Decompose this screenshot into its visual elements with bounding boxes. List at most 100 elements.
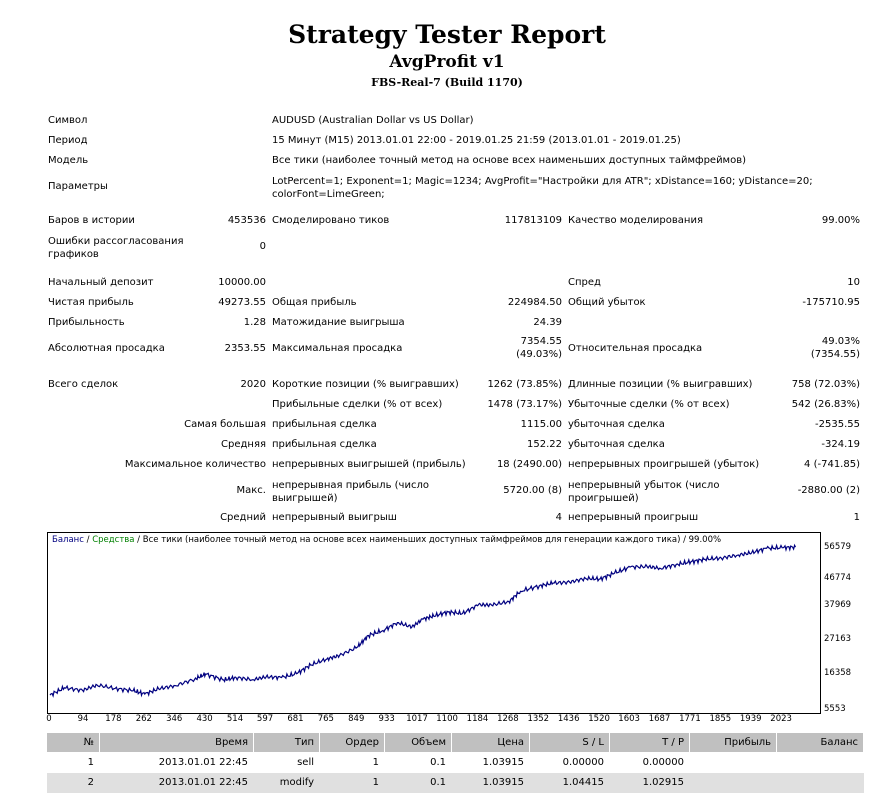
cons-wins-label: непрерывных выигрышей (прибыль) [272, 459, 466, 470]
legend-separator: / [83, 535, 93, 545]
table-header-cell [47, 733, 99, 752]
bars-value: 453536 [227, 215, 266, 226]
table-cell: 0.1 [430, 777, 446, 788]
x-tick-label: 430 [196, 714, 213, 724]
x-tick-label: 1939 [739, 714, 762, 724]
legend-description: / Все тики (наиболее точный метод на осн… [134, 535, 722, 545]
params-label: Параметры [48, 181, 108, 192]
max-label: Макс. [236, 485, 266, 496]
x-tick-label: 933 [378, 714, 395, 724]
x-tick-label: 2023 [770, 714, 792, 724]
table-cell: 0.00000 [642, 757, 684, 768]
chart-legend: Баланс / Средства / Все тики (наиболее т… [52, 535, 721, 545]
x-tick-label: 1520 [588, 714, 610, 724]
symbol-value: AUDUSD (Australian Dollar vs US Dollar) [272, 115, 474, 126]
x-tick-label: 1352 [527, 714, 550, 724]
max-count-label: Максимальное количество [124, 459, 266, 470]
model-value: Все тики (наиболее точный метод на основ… [272, 155, 747, 166]
table-cell: 1.03915 [482, 757, 524, 768]
rel-dd-label: Относительная просадка [568, 343, 703, 354]
y-tick-label: 46774 [824, 572, 852, 583]
avg-win-label: непрерывный выигрыш [272, 512, 397, 523]
max-dd-label: Максимальная просадка [272, 343, 403, 354]
x-tick-label: 849 [348, 714, 365, 724]
table-header-cell [777, 733, 863, 752]
profit-trades-value: 1478 (73.17%) [487, 399, 562, 410]
loss-trades-label: Убыточные сделки (% от всех) [568, 399, 730, 410]
table-header-cell [610, 733, 689, 752]
params-value: LotPercent=1; Exponent=1; Magic=1234; Av… [272, 176, 813, 200]
legend-equity: Средства [92, 535, 135, 545]
table-header-label: Баланс [820, 737, 858, 748]
average-loss-value: -324.19 [821, 439, 860, 450]
average-loss-label: убыточная сделка [568, 439, 665, 450]
model-label: Модель [48, 155, 89, 166]
report-title: Strategy Tester Report [288, 20, 606, 49]
gross-loss-value: -175710.95 [802, 297, 860, 308]
deposit-label: Начальный депозит [48, 277, 154, 288]
max-dd-value: 7354.55 [520, 336, 562, 347]
table-header-label: Тип [294, 737, 314, 748]
cons-profit-value: 5720.00 (8) [503, 485, 562, 496]
short-value: 1262 (73.85%) [487, 379, 562, 390]
x-tick-label: 1436 [557, 714, 580, 724]
cons-loss-value: -2880.00 (2) [797, 485, 860, 496]
bars-label: Баров в истории [48, 215, 135, 226]
table-header-label: Время [215, 737, 248, 748]
average-profit-value: 152.22 [527, 439, 562, 450]
table-header-label: Прибыль [724, 737, 771, 748]
gross-profit-value: 224984.50 [507, 297, 562, 308]
legend-balance: Баланс [52, 535, 84, 545]
quality-label: Качество моделирования [568, 215, 703, 226]
table-cell: modify [279, 777, 314, 788]
x-tick-label: 765 [317, 714, 334, 724]
long-label: Длинные позиции (% выигравших) [568, 379, 753, 390]
avg-loss-label: непрерывный проигрыш [568, 512, 699, 523]
balance-series-line [49, 543, 797, 698]
x-tick-label: 1855 [709, 714, 732, 724]
errors-label: Ошибки рассогласования графиков [48, 236, 184, 260]
largest-label: Самая большая [184, 419, 266, 430]
x-tick-label: 1603 [618, 714, 640, 724]
table-cell: 1 [87, 757, 94, 768]
table-header-cell [530, 733, 609, 752]
y-tick-label: 16358 [824, 668, 852, 679]
x-tick-label: 1017 [406, 714, 428, 724]
abs-dd-value: 2353.55 [224, 343, 266, 354]
table-cell: 1.02915 [642, 777, 684, 788]
loss-trades-value: 542 (26.83%) [791, 399, 860, 410]
largest-profit-value: 1115.00 [520, 419, 562, 430]
x-tick-label: 681 [287, 714, 304, 724]
y-tick-label: 56579 [824, 542, 852, 552]
expert-name: AvgProfit v1 [389, 52, 505, 72]
pf-label: Прибыльность [48, 317, 125, 328]
table-cell: 2013.01.01 22:45 [158, 777, 248, 788]
max-dd-percent: (49.03%) [516, 349, 562, 360]
table-cell: 0.1 [430, 757, 446, 768]
x-tick-label: 178 [105, 714, 122, 724]
expected-value: 24.39 [533, 317, 562, 328]
gross-profit-label: Общая прибыль [272, 297, 357, 308]
net-label: Чистая прибыль [48, 297, 134, 308]
spread-label: Спред [568, 277, 601, 288]
table-header-label: S / L [582, 737, 604, 748]
expected-label: Матожидание выигрыша [272, 317, 405, 328]
cons-losses-value: 4 (-741.85) [804, 459, 860, 470]
average-profit-label: прибыльная сделка [272, 439, 377, 450]
table-cell: 1.03915 [482, 777, 524, 788]
x-tick-label: 597 [256, 714, 274, 724]
rel-dd-percent: 49.03% [821, 336, 860, 347]
abs-dd-label: Абсолютная просадка [48, 343, 165, 354]
table-header-label: № [83, 737, 94, 748]
y-tick-label: 37969 [824, 600, 852, 611]
pf-value: 1.28 [243, 317, 266, 328]
x-tick-label: 1687 [648, 714, 671, 724]
symbol-label: Символ [48, 115, 88, 126]
ticks-label: Смоделировано тиков [272, 215, 390, 226]
server-build: FBS-Real-7 (Build 1170) [371, 76, 523, 89]
rel-dd-value: (7354.55) [810, 349, 860, 360]
long-value: 758 (72.03%) [791, 379, 860, 390]
table-header-cell [452, 733, 529, 752]
table-header-label: Цена [497, 737, 524, 748]
table-header-cell [100, 733, 253, 752]
